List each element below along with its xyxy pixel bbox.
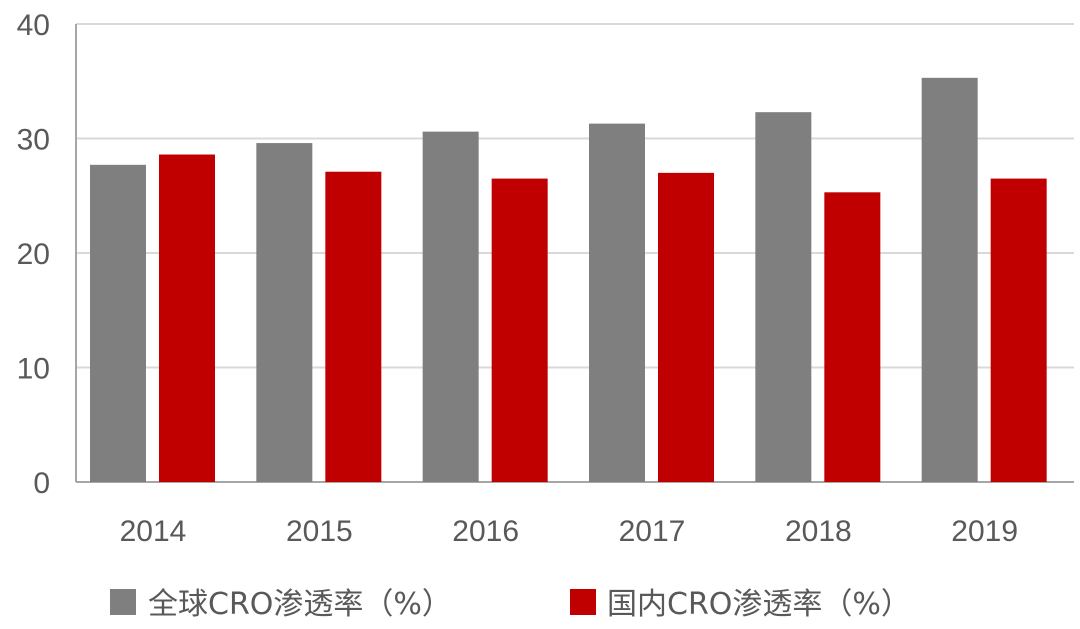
x-tick-label: 2014	[120, 515, 187, 548]
legend-swatch-global	[110, 589, 136, 615]
bar-domestic-2016	[491, 178, 548, 482]
legend-label-domestic: 国内CRO渗透率（%）	[607, 587, 911, 622]
gridlines	[76, 23, 1074, 483]
bar-domestic-2017	[658, 172, 714, 482]
y-tick-label: 0	[33, 467, 50, 500]
y-axis-ticks: 0 10 20 30 40	[17, 9, 50, 500]
legend-swatch-domestic	[570, 589, 596, 615]
bar-global-2014	[90, 164, 146, 482]
bar-global-2017	[589, 123, 645, 483]
bar-global-2016	[422, 131, 479, 482]
x-tick-label: 2016	[452, 515, 519, 548]
bar-domestic-2019	[990, 178, 1047, 482]
bar-global-2019	[921, 77, 978, 482]
x-axis-ticks: 2014 2015 2016 2017 2018 2019	[120, 515, 1018, 548]
bar-global-2018	[755, 112, 812, 482]
legend-label-global: 全球CRO渗透率（%）	[148, 587, 452, 622]
bar-domestic-2018	[824, 192, 881, 482]
y-tick-label: 10	[17, 353, 50, 386]
bar-domestic-2015	[325, 171, 382, 482]
x-tick-label: 2019	[951, 515, 1018, 548]
legend: 全球CRO渗透率（%） 国内CRO渗透率（%）	[110, 587, 911, 622]
x-tick-label: 2018	[785, 515, 852, 548]
y-tick-label: 30	[17, 124, 50, 157]
x-tick-label: 2017	[619, 515, 686, 548]
x-tick-label: 2015	[286, 515, 353, 548]
bars	[90, 77, 1047, 483]
bar-global-2015	[256, 143, 313, 482]
y-tick-label: 40	[17, 9, 50, 42]
y-tick-label: 20	[17, 238, 50, 271]
bar-domestic-2014	[159, 154, 215, 482]
